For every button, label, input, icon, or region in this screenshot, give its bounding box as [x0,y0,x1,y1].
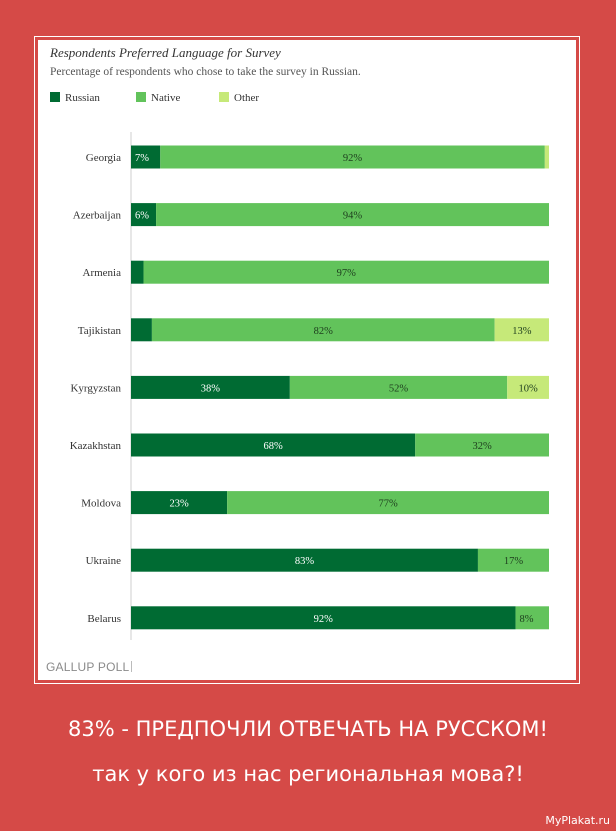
bar-kyrgyzstan-russian [131,375,290,399]
logo-divider [131,661,133,672]
legend-swatch-other [219,92,229,102]
data-label-kyrgyzstan-other: 10% [518,383,538,394]
data-label-ukraine-native: 17% [504,556,523,567]
bar-kyrgyzstan-other [507,375,549,399]
data-label-kyrgyzstan-native: 52% [389,383,409,394]
category-label-georgia: Georgia [86,152,121,164]
data-label-tajikistan-other: 13% [512,326,532,337]
bar-georgia-native [160,145,545,169]
bar-belarus-native [515,606,549,630]
category-label-tajikistan: Tajikistan [78,325,122,337]
legend-item-russian: Russian [50,92,100,104]
bar-tajikistan-other [494,318,549,342]
data-label-ukraine-russian: 83% [295,556,315,567]
data-label-moldova-native: 77% [378,499,398,510]
watermark: MyPlakat.ru [545,814,610,827]
category-label-ukraine: Ukraine [86,555,122,567]
legend-item-other: Other [219,92,259,104]
legend-label-russian: Russian [65,92,100,104]
poster-frame [34,36,580,684]
legend-item-native: Native [136,92,180,104]
gallup-logo-text: GALLUP POLL [46,660,130,674]
bar-moldova-russian [131,491,228,515]
legend-swatch-russian [50,92,60,102]
bar-chart-plot: Georgia 7% 92% Azerbaijan 6% 94% Armenia 97% Taj… [70,132,549,640]
bar-armenia-russian [131,260,144,284]
poster-caption-line1: 83% - ПРЕДПОЧЛИ ОТВЕЧАТЬ НА РУССКОМ! [68,717,548,741]
bar-georgia-other [544,145,549,169]
category-label-kazakhstan: Kazakhstan [70,440,122,452]
bar-moldova-native [227,491,549,515]
legend-label-native: Native [151,92,181,104]
data-label-moldova-russian: 23% [169,499,189,510]
data-label-kazakhstan-russian: 68% [263,441,283,452]
bar-tajikistan-russian [131,318,152,342]
bar-kazakhstan-native [415,433,549,457]
gallup-logo: GALLUP POLL [46,660,133,674]
data-label-belarus-native: 8% [520,614,534,625]
bar-kyrgyzstan-native [289,375,508,399]
data-label-azerbaijan-native: 94% [343,211,363,222]
category-label-kyrgyzstan: Kyrgyzstan [70,382,121,394]
bar-azerbaijan-russian [131,203,157,227]
bar-ukraine-russian [131,548,478,572]
poster-caption-line2: так у кого из нас региональная мова?! [92,762,524,786]
bar-georgia-russian [131,145,161,169]
bar-tajikistan-native [151,318,495,342]
data-label-georgia-russian: 7% [135,153,149,164]
data-label-tajikistan-native: 82% [314,326,334,337]
category-label-armenia: Armenia [83,267,122,279]
category-label-belarus: Belarus [87,613,121,625]
chart-subtitle: Percentage of respondents who chose to t… [50,66,361,78]
bar-kazakhstan-russian [131,433,416,457]
bar-azerbaijan-native [156,203,549,227]
category-label-moldova: Moldova [81,498,121,510]
data-label-belarus-russian: 92% [314,614,334,625]
bar-armenia-native [143,260,549,284]
chart-title: Respondents Preferred Language for Surve… [50,45,281,60]
bar-belarus-russian [131,606,516,630]
data-label-kazakhstan-native: 32% [472,441,492,452]
data-label-georgia-native: 92% [343,153,363,164]
data-label-azerbaijan-russian: 6% [135,211,149,222]
legend-swatch-native [136,92,146,102]
data-label-armenia-native: 97% [337,268,357,279]
bar-ukraine-native [477,548,549,572]
category-label-azerbaijan: Azerbaijan [73,210,122,222]
data-label-kyrgyzstan-russian: 38% [201,383,221,394]
chart-panel: Respondents Preferred Language for Surve… [38,40,576,680]
legend-label-other: Other [234,92,260,104]
